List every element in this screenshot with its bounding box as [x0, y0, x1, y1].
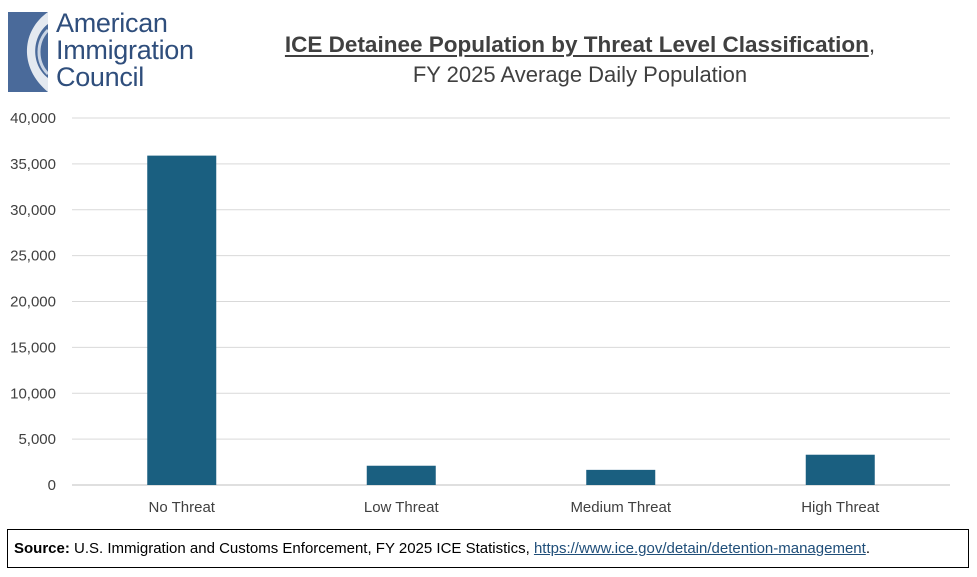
source-text: U.S. Immigration and Customs Enforcement…	[69, 540, 534, 557]
bar-chart: 0 5,000 10,000 15,000 20,000 25,000 30,000 35,0…	[10, 110, 950, 516]
y-tick-label: 10,000	[10, 385, 56, 402]
bar-high-threat	[805, 454, 875, 485]
bar-medium-threat	[586, 469, 656, 485]
chart-title-comma: ,	[868, 32, 876, 57]
logo-mark-icon	[8, 12, 48, 92]
y-tick-label: 35,000	[10, 156, 56, 173]
logo-line-1: American	[56, 8, 168, 38]
bar-no-threat	[147, 155, 217, 485]
x-tick-label: Low Threat	[364, 499, 440, 516]
logo-text: American Immigration Council	[56, 10, 194, 91]
y-tick-label: 15,000	[10, 339, 56, 356]
source-end: .	[865, 540, 870, 557]
x-tick-label: No Threat	[149, 499, 216, 516]
chart-title-main: ICE Detainee Population by Threat Level …	[284, 32, 869, 57]
y-tick-label: 0	[48, 477, 56, 494]
x-tick-label: High Threat	[801, 499, 880, 516]
chart-subtitle: FY 2025 Average Daily Population	[412, 62, 748, 87]
source-note: Source: U.S. Immigration and Customs Enf…	[7, 529, 969, 568]
logo-line-2: Immigration	[56, 35, 194, 65]
y-tick-label: 20,000	[10, 294, 56, 311]
chart-title: ICE Detainee Population by Threat Level …	[200, 30, 960, 90]
y-tick-label: 40,000	[10, 110, 56, 127]
y-tick-label: 30,000	[10, 202, 56, 219]
logo: American Immigration Council	[8, 10, 208, 96]
bar-low-threat	[366, 465, 436, 485]
logo-line-3: Council	[56, 62, 144, 92]
y-tick-label: 5,000	[18, 431, 56, 448]
source-link[interactable]: https://www.ice.gov/detain/detention-man…	[533, 540, 866, 557]
y-tick-label: 25,000	[10, 248, 56, 265]
x-tick-label: Medium Threat	[570, 499, 671, 516]
source-label: Source:	[14, 540, 70, 557]
